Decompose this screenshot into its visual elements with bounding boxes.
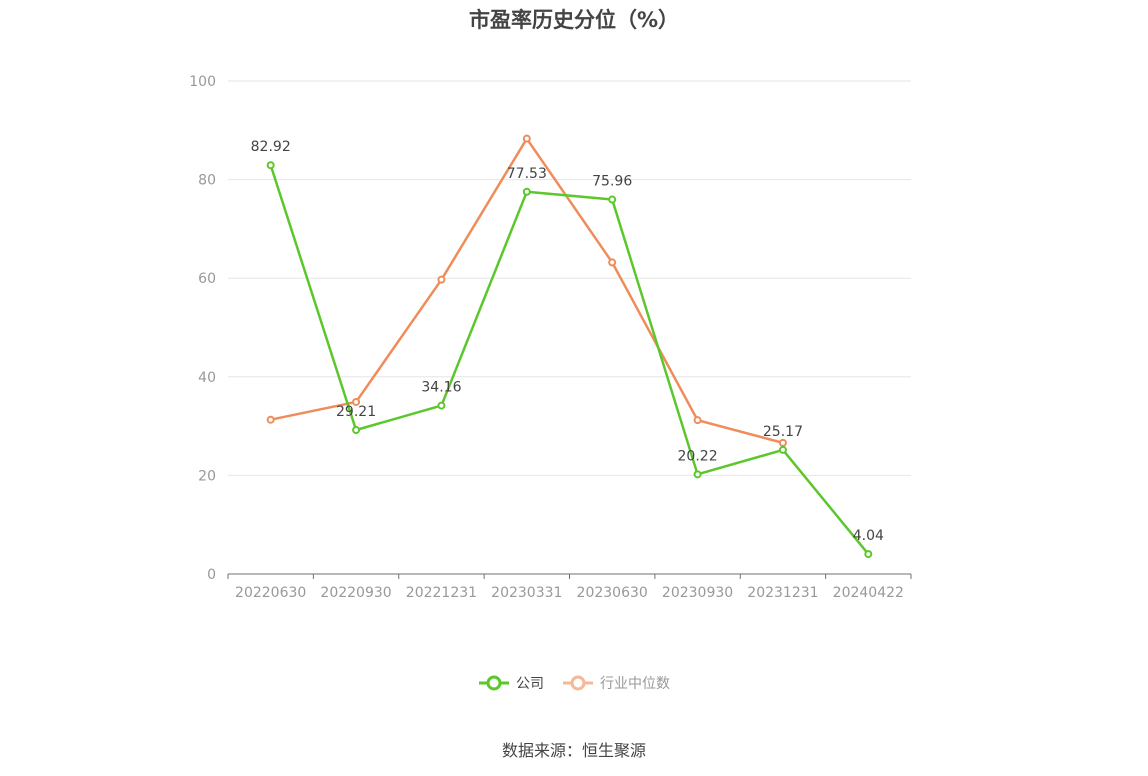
data-point-company[interactable] (608, 195, 617, 204)
data-label-company: 4.04 (853, 528, 884, 544)
data-point-company[interactable] (693, 470, 702, 479)
data-point-company[interactable] (864, 550, 873, 559)
data-point-industry-median[interactable] (693, 416, 702, 425)
data-label-company: 82.92 (251, 139, 291, 155)
y-tick-label: 100 (189, 74, 216, 90)
y-tick-label: 60 (198, 271, 216, 287)
chart-legend: 公司 行业中位数 (0, 673, 1148, 693)
x-tick-label: 20220630 (235, 585, 306, 601)
source-note: 数据来源：恒生聚源 (501, 741, 646, 760)
x-tick-label: 20230331 (491, 585, 562, 601)
chart-title: 市盈率历史分位（%） (468, 8, 680, 32)
x-tick-label: 20231231 (747, 585, 818, 601)
legend-label-company: 公司 (516, 676, 544, 692)
data-point-industry-median[interactable] (608, 258, 617, 267)
data-point-industry-median[interactable] (437, 275, 446, 284)
data-label-company: 34.16 (421, 380, 461, 396)
data-label-company: 77.53 (507, 166, 547, 182)
x-tick-label: 20220930 (320, 585, 391, 601)
y-tick-label: 40 (198, 370, 216, 386)
data-point-company[interactable] (266, 161, 275, 170)
y-tick-label: 0 (207, 567, 216, 583)
x-tick-label: 20221231 (406, 585, 477, 601)
y-tick-label: 20 (198, 468, 216, 484)
data-label-company: 20.22 (678, 448, 718, 464)
x-tick-label: 20230630 (577, 585, 648, 601)
series-line-industry-median (270, 137, 784, 445)
data-label-company: 29.21 (336, 404, 376, 420)
data-point-company[interactable] (522, 187, 531, 196)
x-tick-label: 20240422 (833, 585, 904, 601)
data-point-industry-median[interactable] (778, 438, 787, 447)
legend-item-company[interactable]: 公司 (478, 673, 544, 693)
data-point-industry-median[interactable] (352, 397, 361, 406)
y-tick-label: 80 (198, 173, 216, 189)
legend-line-circle-icon (563, 675, 593, 691)
data-point-company[interactable] (437, 401, 446, 410)
data-label-company: 75.96 (592, 174, 632, 190)
legend-line-circle-icon (479, 675, 509, 691)
series-line-company (269, 164, 870, 555)
data-point-company[interactable] (352, 425, 361, 434)
data-point-industry-median[interactable] (522, 134, 531, 143)
data-point-company[interactable] (778, 445, 787, 454)
legend-item-industry-median[interactable]: 行业中位数 (562, 673, 670, 693)
data-point-industry-median[interactable] (266, 415, 275, 424)
data-label-company: 25.17 (763, 424, 803, 440)
legend-label-industry-median: 行业中位数 (600, 676, 670, 692)
x-tick-label: 20230930 (662, 585, 733, 601)
